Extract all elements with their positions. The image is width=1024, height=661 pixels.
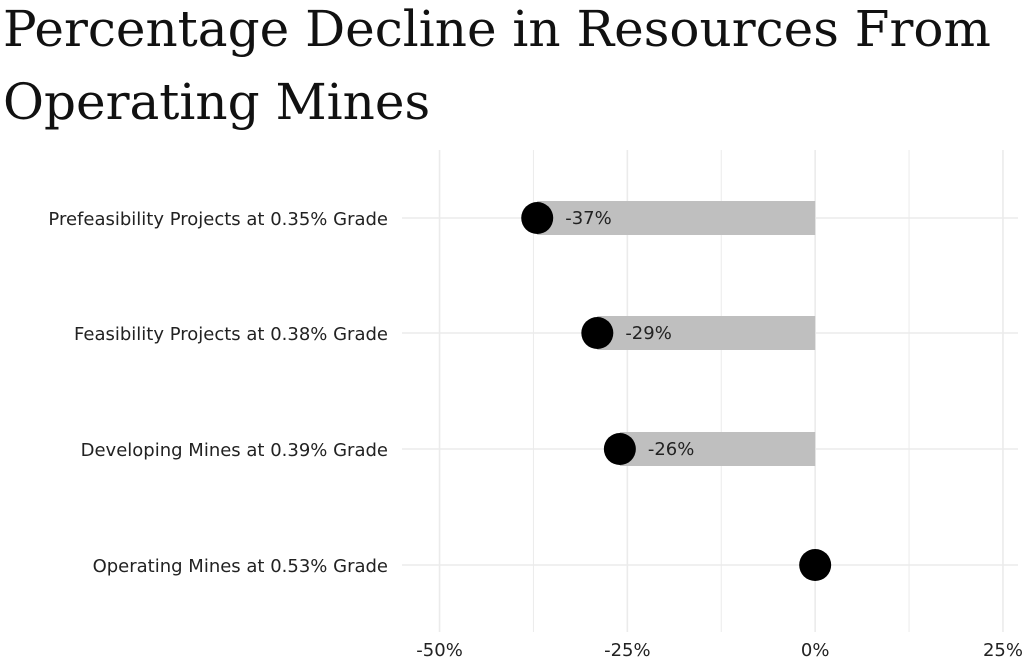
dot-point bbox=[581, 317, 614, 349]
bar bbox=[597, 316, 816, 350]
data-labels: -37% -29% -26% bbox=[565, 208, 694, 460]
x-tick-label: 0% bbox=[801, 640, 830, 661]
bar bbox=[537, 201, 816, 235]
data-label: -29% bbox=[625, 323, 672, 344]
dot-point bbox=[603, 433, 636, 465]
chart-title: Percentage Decline in Resources From Ope… bbox=[3, 0, 991, 131]
category-label: Prefeasibility Projects at 0.35% Grade bbox=[48, 209, 388, 230]
dot-point bbox=[521, 202, 554, 234]
x-axis-tick-labels: -50% -25% 0% 25% bbox=[416, 640, 1023, 661]
x-tick-label: -50% bbox=[416, 640, 463, 661]
x-tick-label: -25% bbox=[604, 640, 651, 661]
data-label: -26% bbox=[648, 439, 695, 460]
category-label: Developing Mines at 0.39% Grade bbox=[81, 440, 388, 461]
dot-point bbox=[799, 549, 832, 581]
chart-title-line-1: Percentage Decline in Resources From bbox=[3, 0, 991, 58]
bar bbox=[619, 432, 816, 466]
category-label: Feasibility Projects at 0.38% Grade bbox=[74, 324, 388, 345]
dots bbox=[521, 202, 832, 581]
category-labels: Prefeasibility Projects at 0.35% Grade Fe… bbox=[48, 209, 388, 577]
category-label: Operating Mines at 0.53% Grade bbox=[93, 556, 388, 577]
data-label: -37% bbox=[565, 208, 612, 229]
bars bbox=[537, 201, 816, 466]
x-tick-label: 25% bbox=[983, 640, 1023, 661]
chart-title-line-2: Operating Mines bbox=[3, 73, 430, 131]
